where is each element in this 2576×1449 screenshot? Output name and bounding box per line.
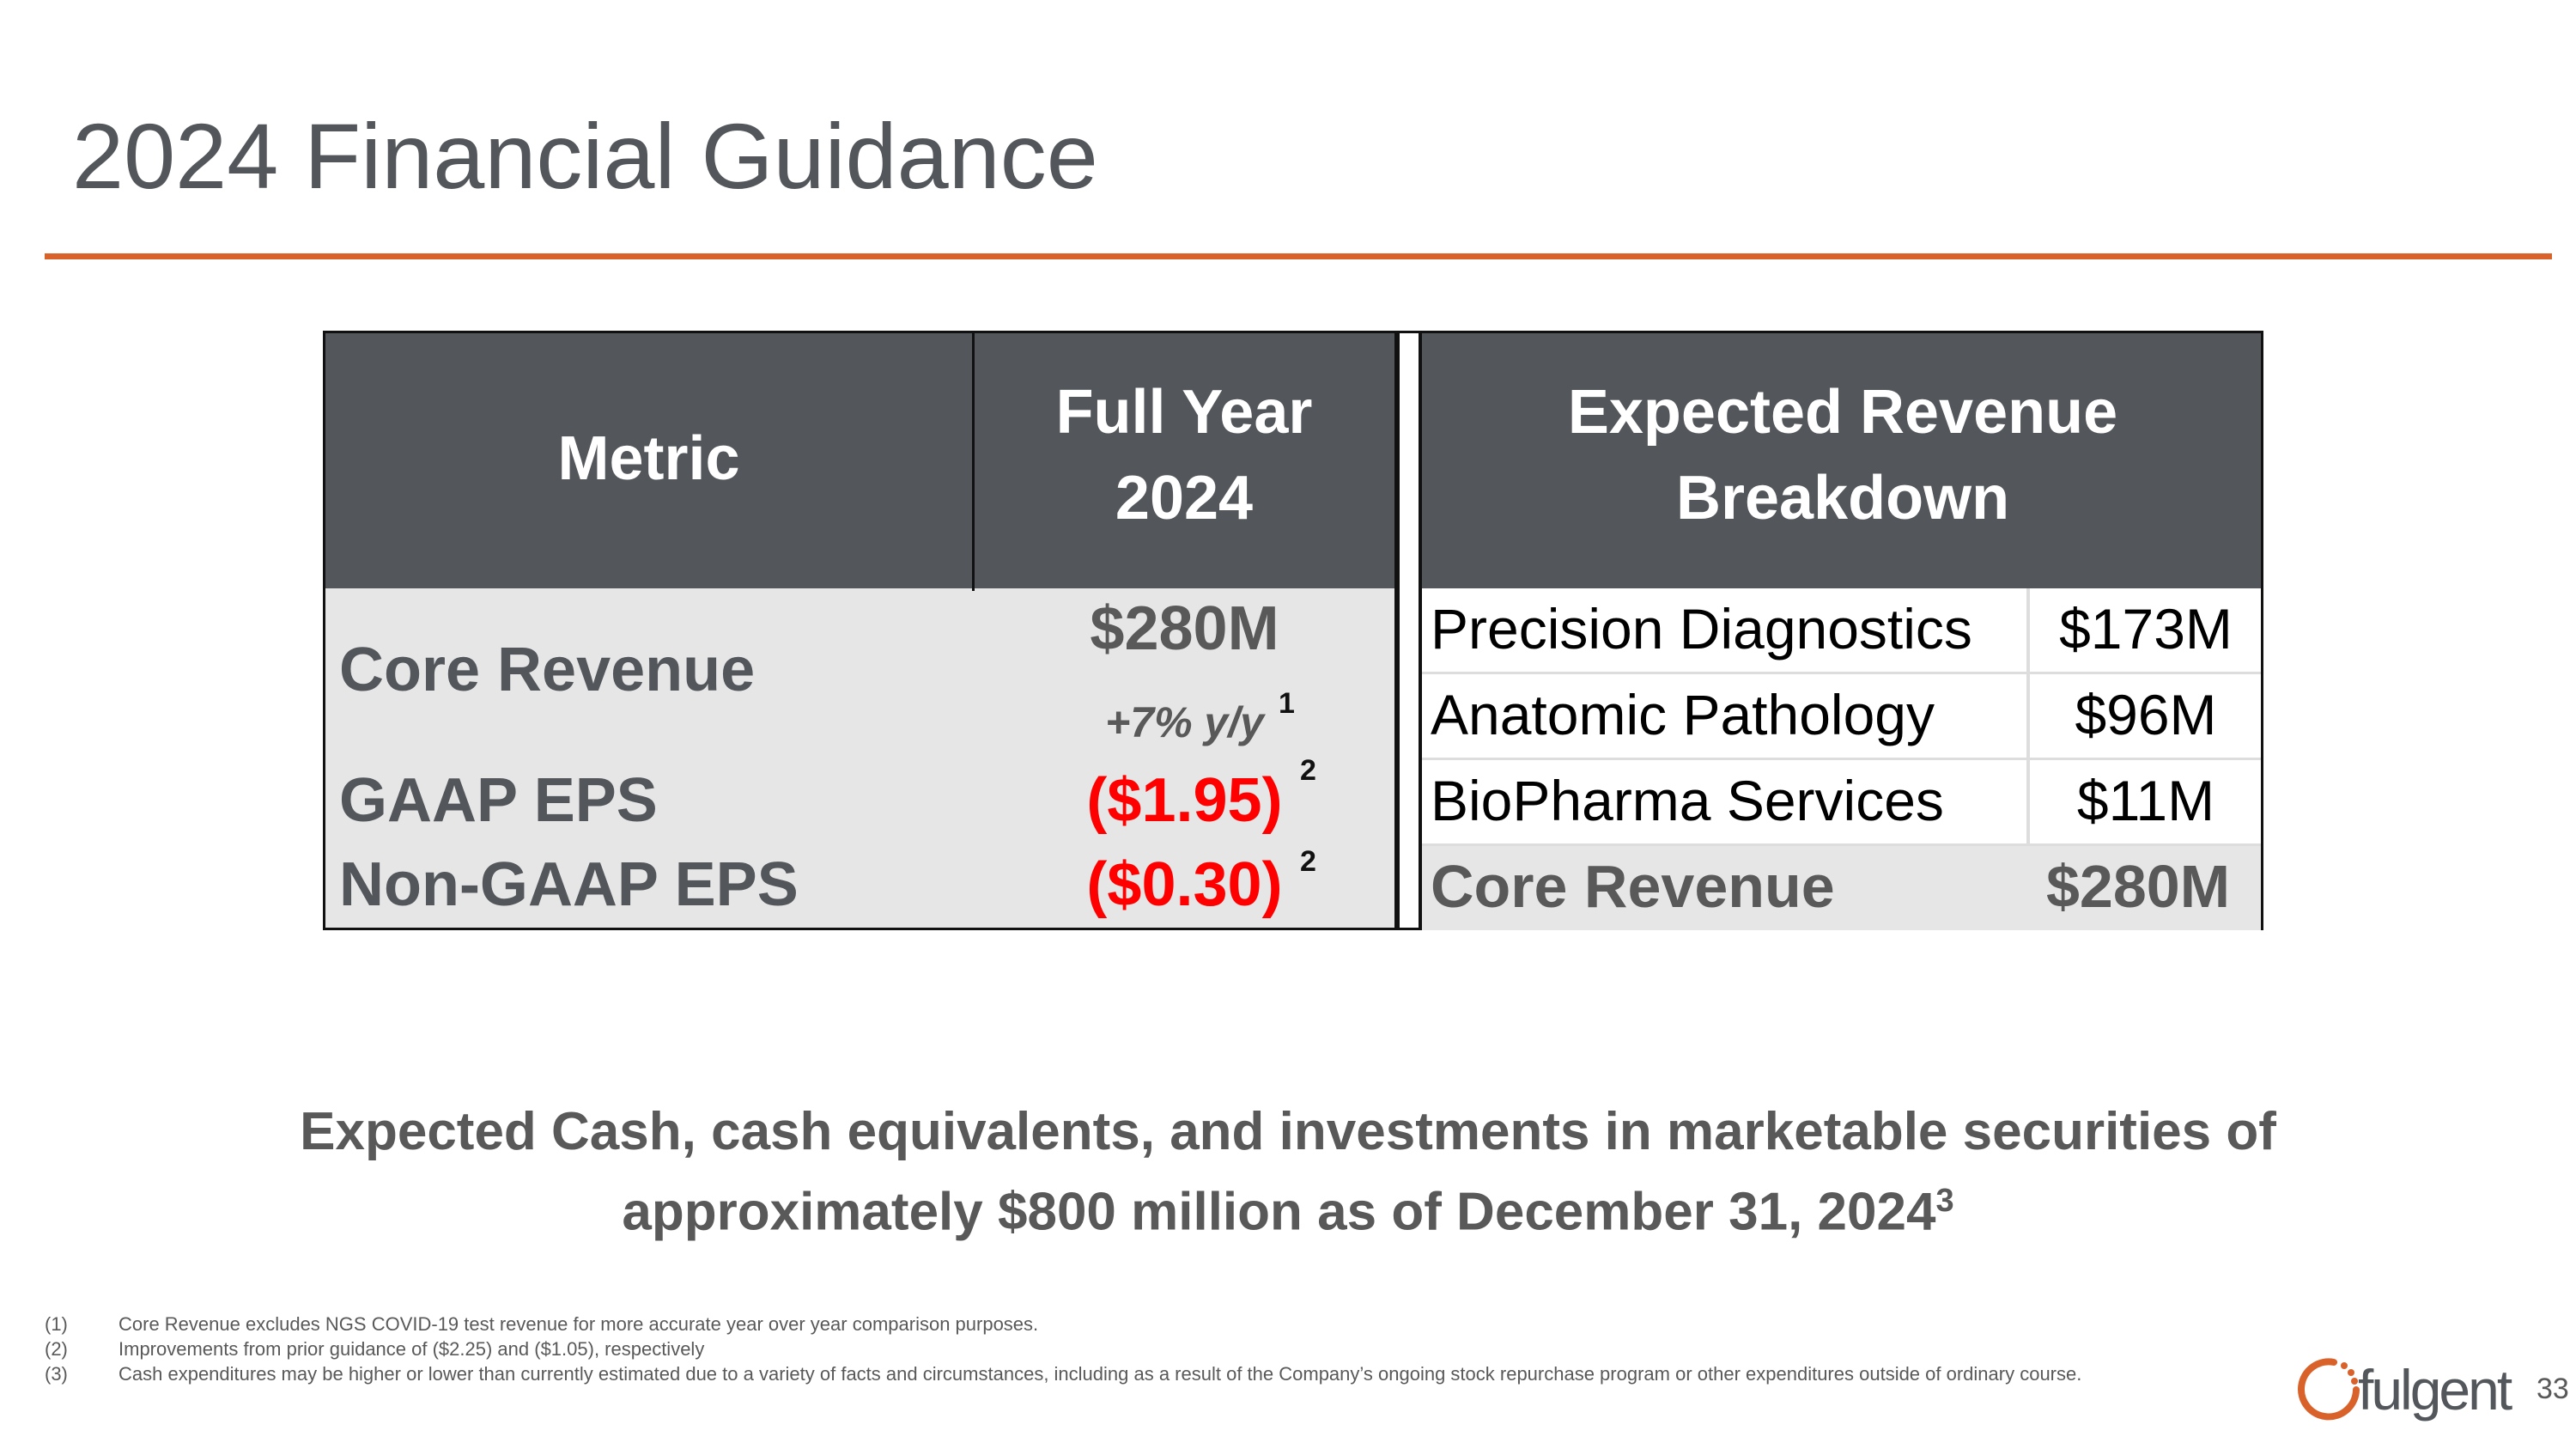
- segment-amount: $11M: [2076, 769, 2215, 832]
- footnote-ref-1: 1: [1279, 687, 1295, 720]
- logo-text: fulgent: [2358, 1358, 2512, 1422]
- footnote-number: (1): [45, 1313, 68, 1335]
- table-row: BioPharma Services $11M: [1422, 760, 2261, 846]
- footnote-number: (3): [45, 1363, 68, 1385]
- logo-circle-icon: [2298, 1358, 2360, 1421]
- core-revenue-value: $280M: [1090, 594, 1279, 663]
- table-row: Anatomic Pathology $96M: [1422, 674, 2261, 760]
- total-amount: $280M: [2045, 853, 2231, 920]
- segment-name: BioPharma Services: [1431, 769, 1944, 832]
- footnote-text: Improvements from prior guidance of ($2.…: [118, 1338, 705, 1360]
- breakdown-header-text: Expected Revenue Breakdown: [1567, 378, 2118, 533]
- total-row: Core Revenue $280M: [1422, 846, 2261, 930]
- revenue-breakdown-table: Expected Revenue Breakdown Precision Dia…: [1419, 331, 2263, 930]
- cash-statement-line1: Expected Cash, cash equivalents, and inv…: [300, 1102, 2276, 1161]
- footnote-text: Cash expenditures may be higher or lower…: [118, 1363, 2082, 1385]
- footnote-number: (2): [45, 1338, 68, 1360]
- segment-name: Anatomic Pathology: [1431, 683, 1935, 746]
- row-label-gaap-eps: GAAP EPS: [339, 766, 658, 835]
- column-divider: [972, 333, 975, 591]
- table-gap: [1397, 331, 1419, 930]
- footnote-text: Core Revenue excludes NGS COVID-19 test …: [118, 1313, 1039, 1335]
- footnote-ref-3: 3: [1935, 1183, 1954, 1219]
- segment-amount: $96M: [2075, 683, 2217, 746]
- cash-statement-line2: approximately $800 million as of Decembe…: [622, 1182, 1936, 1242]
- cash-statement: Expected Cash, cash equivalents, and inv…: [0, 1098, 2576, 1247]
- guidance-table: Metric Full Year 2024 Core Revenue $280M…: [323, 331, 1397, 930]
- segment-name: Precision Diagnostics: [1431, 597, 1972, 661]
- total-name: Core Revenue: [1431, 853, 1835, 920]
- guidance-table-header: [325, 333, 1394, 588]
- row-label-core-revenue: Core Revenue: [339, 636, 756, 704]
- page-title: 2024 Financial Guidance: [72, 104, 1098, 208]
- breakdown-header: Expected Revenue Breakdown: [1422, 333, 2261, 588]
- footnote-ref-2b: 2: [1300, 845, 1316, 878]
- page-number: 33: [2537, 1373, 2569, 1405]
- core-revenue-growth: +7% y/y: [1105, 698, 1264, 746]
- fulgent-logo: fulgent: [2294, 1355, 2518, 1424]
- header-full-year: Full Year 2024: [1055, 378, 1313, 533]
- segment-amount: $173M: [2059, 597, 2233, 661]
- gaap-eps-value: ($1.95): [1086, 766, 1283, 835]
- title-divider: [45, 253, 2552, 259]
- row-label-non-gaap-eps: Non-GAAP EPS: [339, 850, 799, 919]
- table-row: Precision Diagnostics $173M: [1422, 588, 2261, 674]
- footnote-ref-2: 2: [1300, 754, 1316, 787]
- header-metric: Metric: [557, 424, 740, 493]
- non-gaap-eps-value: ($0.30): [1086, 850, 1283, 919]
